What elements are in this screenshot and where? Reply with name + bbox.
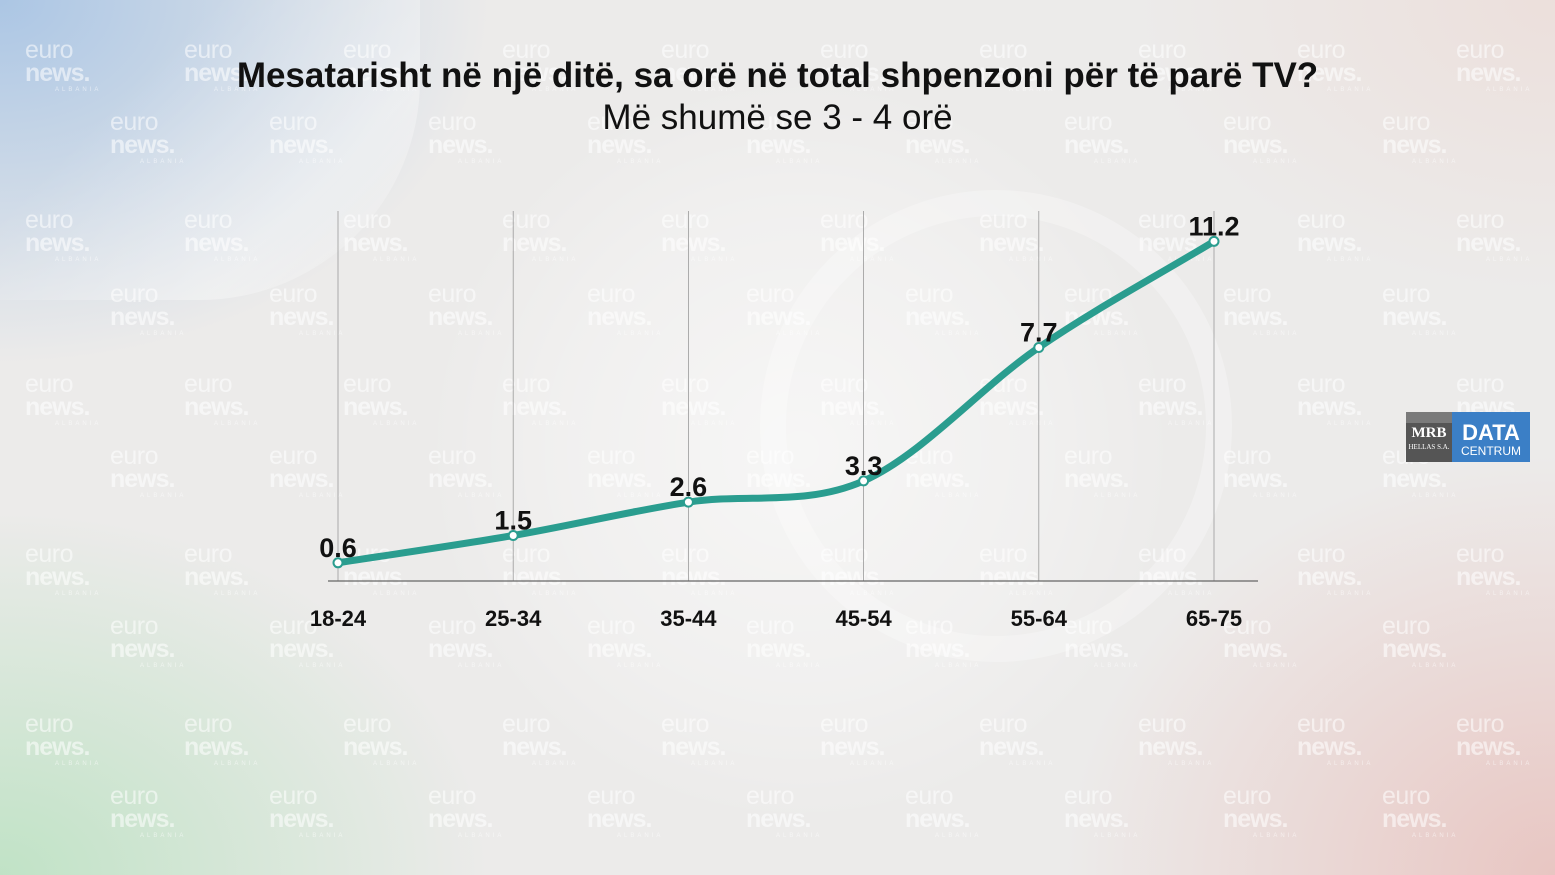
data-points [332, 235, 1220, 569]
data-label: 1.5 [494, 506, 532, 536]
x-tick-label: 65-75 [1186, 606, 1242, 631]
data-label: 0.6 [319, 533, 357, 563]
chart-title: Mesatarisht në një ditë, sa orë në total… [236, 56, 1319, 95]
logo-centrum-text: CENTRUM [1461, 444, 1521, 458]
chart-grid [337, 211, 1215, 581]
data-point [1208, 235, 1220, 247]
chart-subtitle: Më shumë se 3 - 4 orë [602, 98, 953, 137]
data-label: 7.7 [1020, 317, 1058, 347]
x-tick-label: 45-54 [835, 606, 892, 631]
data-label: 2.6 [670, 472, 708, 502]
x-tick-label: 25-34 [485, 606, 542, 631]
data-label: 3.3 [845, 451, 883, 481]
x-tick-label: 18-24 [310, 606, 367, 631]
data-label: 11.2 [1188, 211, 1239, 241]
data-labels: 0.6 1.5 2.6 3.3 7.7 11.2 [319, 211, 1239, 562]
x-tick-label: 35-44 [660, 606, 717, 631]
logo-data-block: DATA CENTRUM [1452, 412, 1530, 462]
x-tick-label: 55-64 [1011, 606, 1068, 631]
series-line [334, 237, 1218, 567]
logo-mrb-block: MRB HELLAS S.A. [1406, 412, 1452, 462]
mrb-data-centrum-logo: MRB HELLAS S.A. DATA CENTRUM [1406, 412, 1530, 462]
logo-mrb-text: MRB [1411, 425, 1447, 441]
data-point [332, 557, 344, 569]
chart-header: Mesatarisht në një ditë, sa orë në total… [0, 55, 1555, 139]
data-point [1033, 341, 1045, 353]
data-point [507, 530, 519, 542]
logo-data-text: DATA [1462, 420, 1520, 445]
data-point [858, 475, 870, 487]
x-tick-labels: 18-24 25-34 35-44 45-54 55-64 65-75 [310, 606, 1242, 631]
logo-mrb-subtext: HELLAS S.A. [1408, 443, 1450, 451]
data-point [682, 496, 694, 508]
